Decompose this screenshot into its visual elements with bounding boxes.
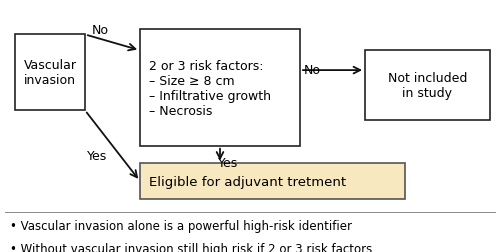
- Text: Eligible for adjuvant tretment: Eligible for adjuvant tretment: [149, 175, 346, 188]
- FancyBboxPatch shape: [15, 35, 85, 111]
- Text: No: No: [92, 24, 108, 37]
- Text: No: No: [304, 64, 321, 77]
- Text: Yes: Yes: [218, 156, 238, 169]
- Text: • Vascular invasion alone is a powerful high-risk identifier: • Vascular invasion alone is a powerful …: [10, 219, 352, 232]
- FancyBboxPatch shape: [140, 30, 300, 146]
- Text: Yes: Yes: [88, 150, 108, 163]
- FancyBboxPatch shape: [365, 50, 490, 121]
- FancyBboxPatch shape: [140, 164, 405, 199]
- Text: 2 or 3 risk factors:
– Size ≥ 8 cm
– Infiltrative growth
– Necrosis: 2 or 3 risk factors: – Size ≥ 8 cm – Inf…: [149, 59, 271, 117]
- Text: Vascular
invasion: Vascular invasion: [24, 59, 76, 87]
- Text: Not included
in study: Not included in study: [388, 72, 467, 100]
- Text: • Without vascular invasion still high risk if 2 or 3 risk factors: • Without vascular invasion still high r…: [10, 242, 372, 252]
